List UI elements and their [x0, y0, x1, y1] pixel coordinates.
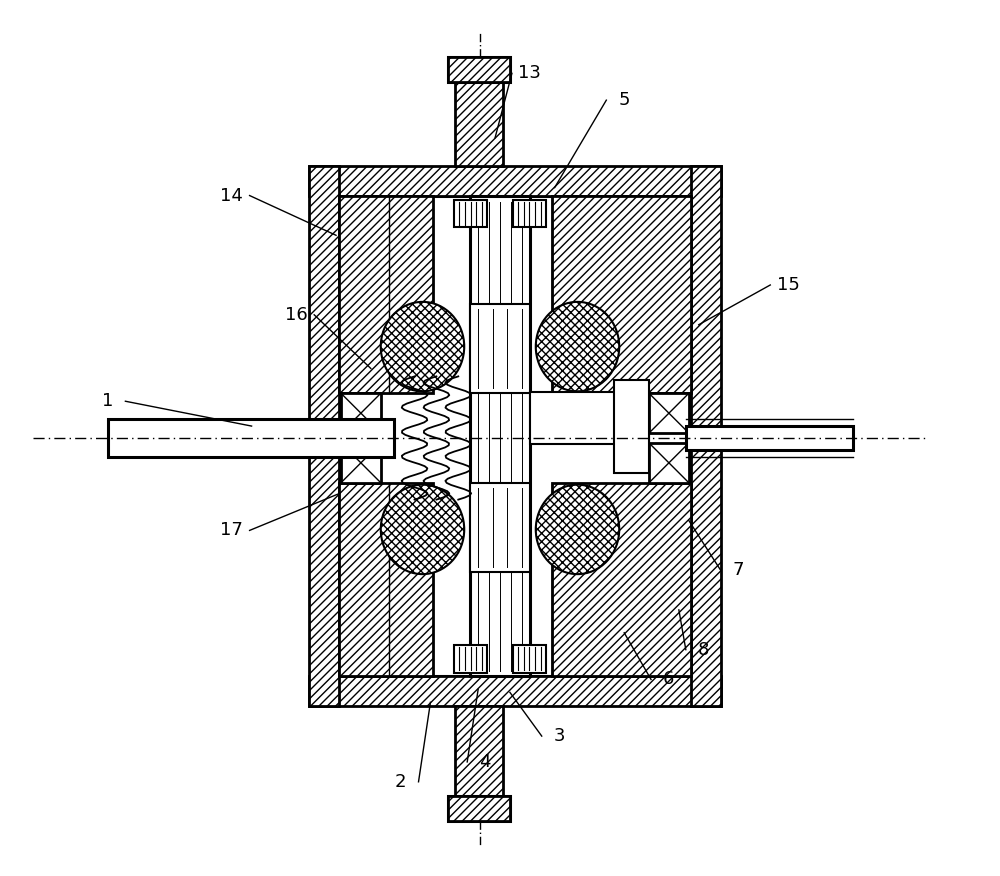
Bar — [339, 483, 433, 676]
Bar — [513, 200, 546, 228]
Text: 13: 13 — [518, 64, 541, 82]
Text: 14: 14 — [220, 187, 243, 205]
Text: 6: 6 — [663, 670, 675, 689]
Text: 15: 15 — [777, 276, 800, 294]
Bar — [470, 483, 530, 572]
Text: 16: 16 — [285, 306, 308, 324]
Bar — [552, 195, 691, 393]
Bar — [686, 426, 853, 450]
Bar — [455, 706, 503, 795]
Bar — [341, 393, 381, 433]
Bar — [448, 795, 510, 821]
Text: 2: 2 — [395, 773, 406, 791]
Bar — [339, 195, 433, 393]
Bar — [341, 443, 381, 483]
Bar — [448, 58, 510, 82]
Ellipse shape — [381, 302, 464, 392]
Bar — [552, 483, 691, 676]
Bar — [470, 304, 530, 393]
Bar — [649, 393, 689, 433]
Ellipse shape — [536, 484, 619, 574]
Text: 1: 1 — [102, 392, 113, 410]
Bar — [448, 58, 510, 82]
Bar — [470, 195, 530, 676]
Text: 3: 3 — [554, 727, 565, 745]
Bar — [339, 195, 691, 676]
Bar — [309, 166, 721, 195]
Bar — [309, 166, 339, 706]
Bar — [454, 200, 487, 228]
Bar — [691, 166, 721, 706]
Bar — [530, 392, 649, 444]
Bar — [108, 419, 394, 457]
Bar — [614, 380, 649, 473]
Ellipse shape — [536, 302, 619, 392]
Bar — [454, 645, 487, 673]
Text: 7: 7 — [733, 562, 744, 579]
Bar — [448, 795, 510, 821]
Bar — [513, 645, 546, 673]
Text: 5: 5 — [618, 91, 630, 110]
Bar — [448, 58, 510, 82]
Ellipse shape — [381, 484, 464, 574]
Bar — [309, 676, 721, 706]
Bar — [448, 795, 510, 821]
Text: 4: 4 — [479, 753, 491, 771]
Bar — [455, 81, 503, 166]
Bar — [649, 443, 689, 483]
Text: 17: 17 — [220, 521, 243, 540]
Text: 8: 8 — [698, 640, 709, 659]
